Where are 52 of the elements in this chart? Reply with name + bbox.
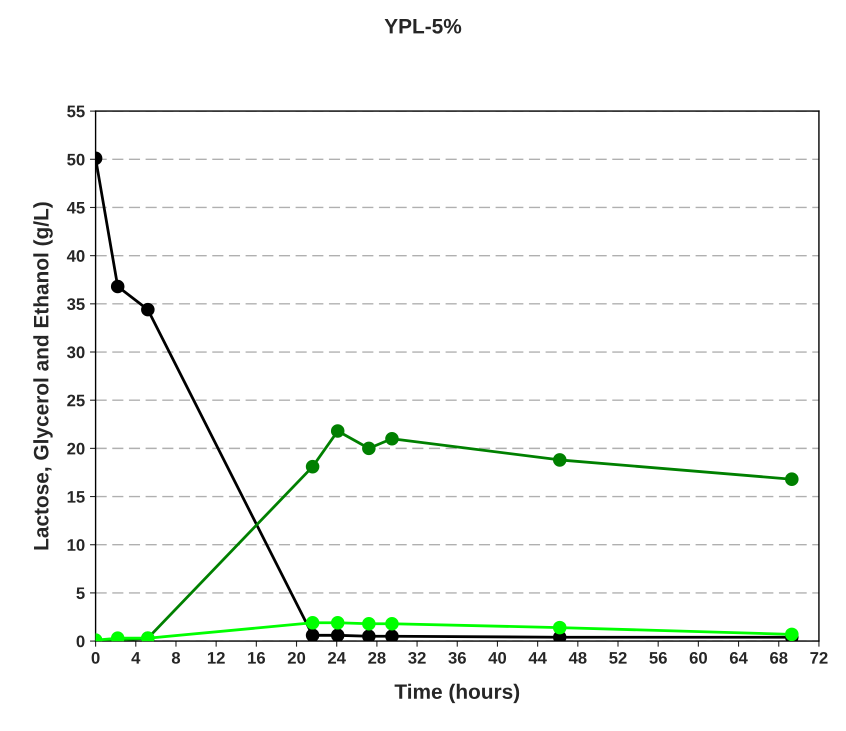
x-tick-label: 24 (328, 652, 346, 664)
y-tick-label: 15 (68, 491, 85, 503)
point (552, 620, 567, 634)
point (785, 628, 799, 642)
y-tick-label: 45 (66, 202, 85, 214)
x-tick-label: 48 (568, 652, 587, 664)
y-tick-label: 0 (76, 635, 84, 648)
point (385, 630, 399, 642)
point (306, 628, 320, 642)
x-tick-label: 44 (528, 652, 547, 664)
point (330, 424, 344, 438)
x-tick-label: 28 (368, 652, 386, 664)
point (330, 616, 344, 630)
x-tick-label: 8 (172, 652, 180, 664)
x-tick-label: 12 (208, 652, 225, 664)
point (141, 302, 155, 316)
x-tick-label: 60 (690, 652, 707, 664)
x-tick-label: 52 (609, 652, 627, 664)
point (385, 616, 399, 631)
point (330, 628, 344, 642)
point (306, 460, 320, 474)
x-tick-label: 4 (131, 652, 140, 664)
y-tick-label: 10 (68, 539, 84, 551)
point (362, 442, 376, 456)
point (785, 472, 799, 486)
y-tick-label: 25 (67, 394, 85, 406)
x-tick-label: 32 (408, 652, 426, 664)
x-axis-title: Time (hours) (394, 684, 520, 704)
y-tick-label: 30 (67, 346, 84, 358)
point (362, 616, 376, 631)
point (306, 616, 320, 630)
point (385, 432, 399, 446)
point (552, 453, 567, 467)
x-tick-label: 16 (248, 652, 266, 664)
y-tick-label: 5 (76, 587, 85, 600)
x-tick-label: 64 (730, 652, 748, 664)
x-tick-label: 68 (770, 652, 788, 664)
x-tick-label: 36 (448, 652, 466, 664)
point (362, 630, 376, 642)
chart-title: YPL-5% (384, 18, 462, 34)
x-tick-label: 0 (92, 652, 100, 664)
x-tick-label: 72 (810, 652, 828, 664)
x-tick-label: 56 (649, 652, 667, 664)
y-tick-label: 40 (66, 250, 84, 262)
x-tick-label: 20 (288, 652, 306, 664)
y-tick-label: 20 (67, 442, 84, 455)
y-axis-title: Lactose, Glycerol and Ethanol (g/L) (33, 202, 53, 550)
y-tick-label: 55 (67, 106, 85, 118)
y-tick-label: 50 (67, 154, 84, 166)
y-tick-label: 35 (67, 298, 85, 310)
point (110, 280, 124, 294)
x-tick-label: 40 (488, 652, 506, 664)
